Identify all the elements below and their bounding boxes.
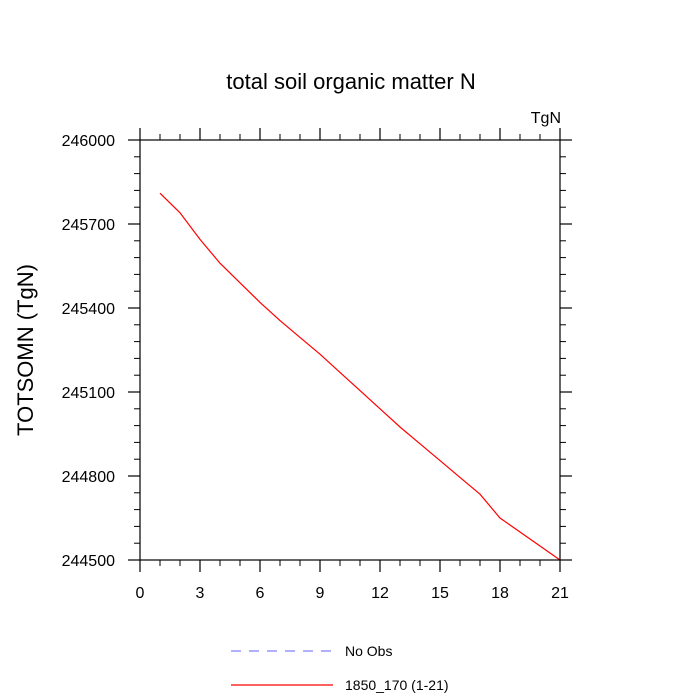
series-line-1	[159, 192, 561, 561]
units-label: TgN	[531, 110, 561, 127]
x-tick-label: 9	[316, 585, 325, 602]
plot-frame	[139, 139, 561, 561]
x-tick-label: 6	[256, 585, 265, 602]
legend-label-1: 1850_170 (1-21)	[345, 677, 449, 693]
chart-title: total soil organic matter N	[226, 69, 475, 94]
x-tick-label: 12	[371, 585, 389, 602]
axis-ticks: 0 3 6 9 12 15 18 21 244500 244800 245100 245400 2457…	[62, 128, 572, 602]
legend-label-0: No Obs	[345, 643, 392, 659]
y-tick-label: 245100	[62, 385, 115, 402]
y-tick-label: 244500	[62, 553, 115, 570]
y-tick-label: 244800	[62, 469, 115, 486]
x-tick-label: 15	[431, 585, 449, 602]
x-tick-label: 3	[196, 585, 205, 602]
y-axis-label: TOTSOMN (TgN)	[13, 264, 38, 436]
x-tick-label: 21	[551, 585, 569, 602]
legend: No Obs 1850_170 (1-21)	[231, 643, 449, 693]
y-tick-label: 246000	[62, 133, 115, 150]
y-tick-label: 245700	[62, 217, 115, 234]
y-tick-label: 245400	[62, 301, 115, 318]
x-tick-label: 18	[491, 585, 509, 602]
x-tick-label: 0	[136, 585, 145, 602]
series-lines	[159, 192, 561, 561]
